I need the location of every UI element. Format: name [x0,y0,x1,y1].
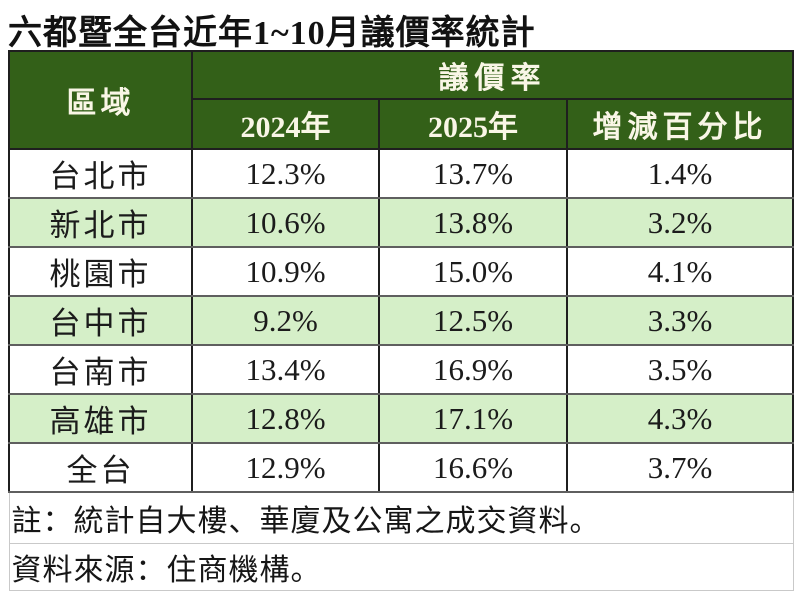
value-change: 3.5% [565,344,795,395]
value-2024: 12.3% [191,148,380,199]
table-note: 註：統計自大樓、華廈及公寓之成交資料。 [8,491,794,544]
region-cell: 高雄市 [8,393,193,444]
value-change: 3.3% [565,295,795,346]
value-2025: 12.5% [378,295,568,346]
value-2025: 16.9% [378,344,568,395]
value-2024: 12.9% [191,442,380,493]
source-row: 資料來源：住商機構。 [8,542,794,591]
region-cell: 台中市 [8,295,193,346]
page-title: 六都暨全台近年1~10月議價率統計 [8,15,536,52]
stats-table: 區域 議價率 2024年 2025年 增減百分比 台北市 12.3% 13.7%… [8,50,795,591]
region-cell: 桃園市 [8,246,193,297]
value-2025: 17.1% [378,393,568,444]
value-2024: 10.9% [191,246,380,297]
region-cell: 新北市 [8,197,193,248]
value-2024: 12.8% [191,393,380,444]
note-row: 註：統計自大樓、華廈及公寓之成交資料。 [8,491,794,544]
value-2024: 9.2% [191,295,380,346]
header-row-years: 2024年 2025年 增減百分比 [9,98,795,150]
value-2024: 10.6% [191,197,380,248]
table-source: 資料來源：住商機構。 [8,542,794,591]
header-rate-group: 議價率 [190,50,795,100]
table-row-tainan: 台南市 13.4% 16.9% 3.5% [8,344,795,395]
region-cell: 全台 [8,442,193,493]
value-change: 4.3% [565,393,795,444]
table-row-taichung: 台中市 9.2% 12.5% 3.3% [8,295,795,346]
value-2025: 13.7% [378,148,568,199]
value-change: 3.2% [565,197,795,248]
table-row-taoyuan: 桃園市 10.9% 15.0% 4.1% [8,246,795,297]
table-row-alltaiwan: 全台 12.9% 16.6% 3.7% [8,442,795,493]
value-2025: 16.6% [378,442,568,493]
value-change: 1.4% [565,148,795,199]
value-change: 3.7% [565,442,795,493]
header-region: 區域 [8,50,193,150]
header-year-2025: 2025年 [378,98,568,150]
value-2025: 13.8% [378,197,568,248]
region-cell: 台南市 [8,344,193,395]
region-cell: 台北市 [8,148,193,199]
value-2024: 13.4% [191,344,380,395]
value-2025: 15.0% [378,246,568,297]
table-row-newtaipei: 新北市 10.6% 13.8% 3.2% [8,197,795,248]
header-row-group: 區域 議價率 [8,50,795,150]
table-body: 台北市 12.3% 13.7% 1.4% 新北市 10.6% 13.8% 3.2… [8,148,795,493]
header-change: 增減百分比 [565,98,795,150]
value-change: 4.1% [565,246,795,297]
table-row-kaohsiung: 高雄市 12.8% 17.1% 4.3% [8,393,795,444]
table-header: 區域 議價率 2024年 2025年 增減百分比 [8,50,795,150]
table-row-taipei: 台北市 12.3% 13.7% 1.4% [8,148,795,199]
header-year-2024: 2024年 [191,98,380,150]
table-footer: 註：統計自大樓、華廈及公寓之成交資料。 資料來源：住商機構。 [8,491,794,591]
